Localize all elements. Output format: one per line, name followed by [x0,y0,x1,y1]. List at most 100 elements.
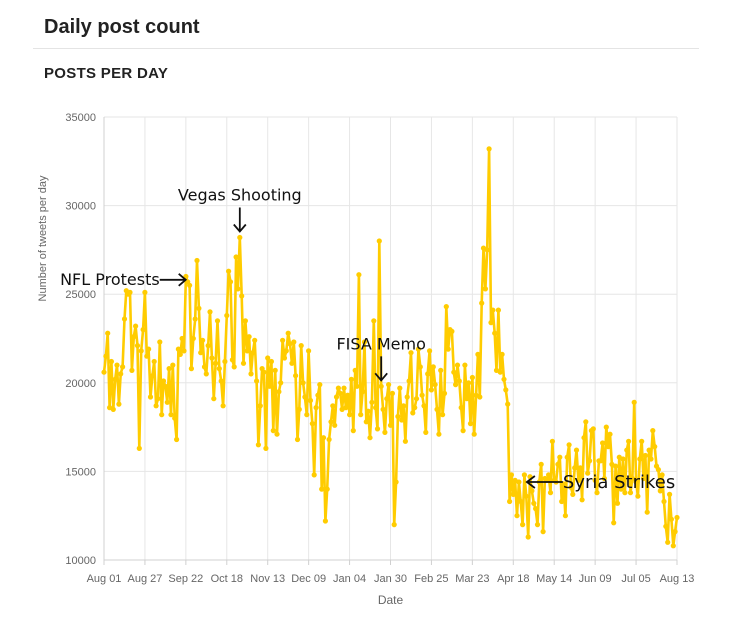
x-axis-title: Date [378,593,404,607]
y-axis-title: Number of tweets per day [37,175,49,301]
data-point [441,390,448,396]
data-point [211,396,217,402]
data-point [356,272,362,278]
data-point [229,357,235,363]
data-point [397,385,403,391]
data-point [151,358,157,365]
data-point [348,376,354,382]
data-point [142,289,148,295]
data-point [549,438,556,444]
data-point [367,435,373,441]
x-tick-label: Jan 30 [374,573,407,585]
data-point [248,371,254,377]
data-point [566,442,572,448]
data-point [402,438,408,444]
data-point [484,247,490,253]
data-point [213,360,219,366]
data-point [330,403,336,409]
data-point [276,389,282,395]
series-group [101,146,680,549]
arrow-head [374,372,388,382]
data-point [252,337,258,343]
data-point [265,355,271,361]
data-point [568,484,574,490]
data-point [386,382,392,388]
data-point [131,334,137,340]
data-point [546,472,552,478]
data-point [434,406,440,412]
data-point [240,360,247,366]
data-point [168,412,174,418]
data-point [283,348,289,354]
data-point [518,498,524,505]
data-point [376,238,382,244]
data-point [235,286,241,292]
data-point [146,346,152,352]
data-point [583,419,589,425]
data-point [149,373,155,379]
data-point [216,366,222,372]
data-point [598,458,604,464]
data-point [332,422,338,428]
data-point [147,394,154,400]
data-point [445,346,451,352]
data-point [198,350,204,356]
data-point [488,320,494,326]
data-point [360,389,366,395]
data-point [601,475,608,482]
data-point [155,396,161,402]
data-point [280,337,286,343]
data-point [114,362,120,368]
data-point [633,479,639,485]
data-point [413,396,420,402]
data-point [667,491,673,497]
data-point [112,376,118,382]
data-point [272,367,278,373]
data-point [278,380,284,386]
data-point [373,405,379,411]
data-point [326,436,332,443]
data-point [479,300,485,306]
data-point [497,369,503,375]
data-point [246,334,252,340]
data-point [547,490,554,496]
data-point [166,366,172,372]
data-point [613,463,619,469]
data-point [458,405,464,411]
data-point [391,522,397,528]
data-point [267,383,273,389]
data-point [205,343,211,349]
data-point [227,279,234,285]
arrow-head [233,223,247,233]
data-point [600,440,606,446]
data-point [534,522,541,528]
data-point [510,491,516,497]
data-point [222,358,228,365]
x-tick-label: Oct 18 [211,573,243,585]
data-point [231,364,237,370]
data-point [490,307,496,313]
data-point [663,523,669,529]
data-point [650,428,656,434]
data-point [201,364,208,370]
data-point [250,350,256,356]
x-tick-label: Feb 25 [414,573,448,585]
data-point [523,493,529,499]
data-point [499,351,505,357]
data-point [244,348,250,354]
data-point [337,390,343,396]
data-point [482,286,488,292]
data-point [365,408,371,414]
data-point [110,406,116,412]
data-point [627,490,634,496]
data-point [622,490,628,496]
data-point [226,268,232,274]
data-point [324,486,330,492]
data-point [315,392,321,398]
data-point [108,358,114,365]
data-point [564,454,570,460]
data-point [255,442,261,448]
data-point [233,254,239,260]
data-point [144,353,150,359]
data-point [317,382,323,388]
